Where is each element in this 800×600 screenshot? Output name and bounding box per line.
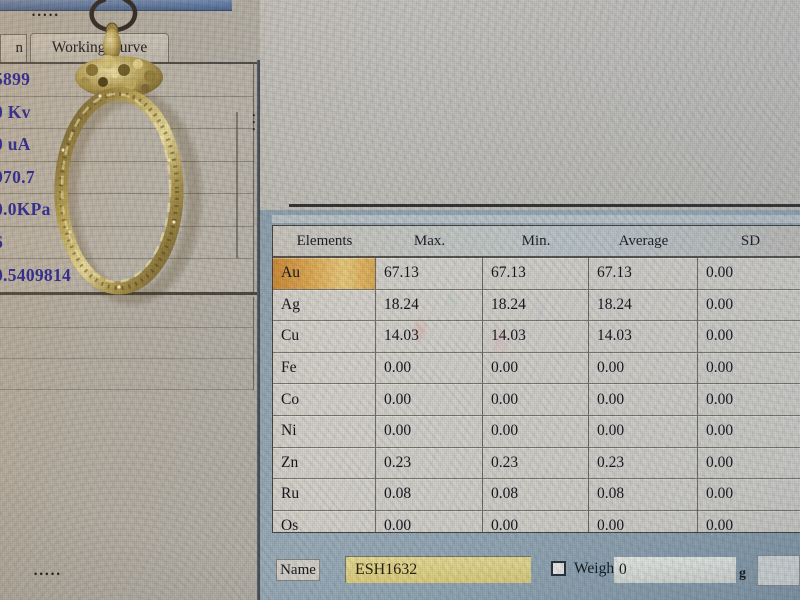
max-cell: 14.03 (376, 321, 483, 353)
sd-cell: 0.00 (698, 511, 800, 532)
weight-unit-label: g (739, 566, 746, 581)
min-cell: 18.24 (483, 289, 589, 322)
min-cell: 0.00 (483, 384, 589, 416)
table-row-fe[interactable]: Fe 0.00 0.00 0.00 0.00 (273, 352, 800, 385)
avg-cell: 0.00 (589, 352, 698, 385)
max-cell: 0.08 (376, 479, 483, 511)
vertical-divider (257, 60, 260, 600)
header-average: Average (618, 232, 669, 249)
header-elements: Elements (296, 232, 353, 249)
sd-cell: 0.00 (698, 448, 800, 480)
table-top-strip (272, 215, 800, 223)
table-row-zn[interactable]: Zn 0.23 0.23 0.23 0.00 (273, 447, 800, 480)
readout-value: 0.5409814 (0, 264, 72, 285)
elements-table: Elements Max. Min. Average SD Au 67.13 6… (272, 225, 800, 533)
spectrum-display-area (260, 0, 800, 210)
element-cell: Cu (273, 321, 376, 353)
scrollbar-track[interactable] (236, 112, 238, 258)
table-row-ru[interactable]: Ru 0.08 0.08 0.08 0.00 (273, 479, 800, 511)
empty-list-panel (0, 297, 254, 390)
min-cell: 0.00 (483, 415, 589, 448)
splitter-handle-mid[interactable]: ••••• (112, 284, 141, 294)
readout-value: 5899 (0, 69, 31, 90)
min-cell: 0.00 (483, 510, 589, 532)
sd-cell: 0.00 (698, 290, 800, 322)
empty-row (0, 328, 253, 359)
readout-value: 970.7 (0, 166, 35, 187)
sd-cell: 0.00 (698, 321, 800, 353)
min-cell: 0.00 (483, 352, 589, 385)
max-cell: 18.24 (376, 289, 483, 322)
readout-value: 0 Kv (0, 101, 31, 122)
min-cell: 0.08 (483, 479, 589, 511)
table-row-au[interactable]: Au 67.13 67.13 67.13 0.00 (273, 258, 800, 290)
status-readout-panel: 5899 0 Kv 0 uA 970.7 0.0KPa 6 0.5409814 (0, 64, 254, 292)
header-max: Max. (413, 232, 446, 249)
readout-row: 0.5409814 (0, 259, 253, 292)
weight-input[interactable]: 0 (614, 557, 736, 583)
tab-partial[interactable]: n (0, 34, 27, 62)
empty-row (0, 297, 253, 328)
element-cell: Au (273, 258, 376, 290)
weight-unit-field[interactable] (757, 555, 800, 586)
element-cell: Ni (273, 415, 376, 448)
tab-working-curve[interactable]: Working Curve (30, 33, 169, 62)
min-cell: 14.03 (483, 321, 589, 353)
table-row-ni[interactable]: Ni 0.00 0.00 0.00 0.00 (273, 415, 800, 448)
max-cell: 0.00 (376, 352, 483, 385)
element-cell: Ru (273, 479, 376, 511)
sd-cell: 0.00 (698, 416, 800, 448)
sample-name-input[interactable]: ESH1632 (345, 556, 531, 583)
readout-row: 6 (0, 227, 253, 259)
avg-cell: 14.03 (589, 321, 698, 353)
readout-value: 0 uA (0, 134, 31, 155)
header-min: Min. (521, 232, 551, 249)
splitter-handle-bottom[interactable]: ••••• (34, 569, 63, 579)
header-sd: SD (740, 232, 761, 249)
avg-cell: 0.00 (589, 384, 698, 416)
element-cell: Ag (273, 289, 376, 322)
sd-cell: 0.00 (698, 353, 800, 385)
weight-label: Weight (574, 560, 619, 577)
sd-cell: 0.00 (698, 479, 800, 511)
min-cell: 0.23 (483, 447, 589, 480)
max-cell: 0.23 (376, 447, 483, 480)
spectrum-baseline (289, 204, 800, 207)
name-label: Name (276, 559, 320, 581)
readout-row: 0 uA (0, 129, 253, 162)
readout-value: 6 (0, 232, 3, 253)
max-cell: 0.00 (376, 415, 483, 448)
table-row-ag[interactable]: Ag 18.24 18.24 18.24 0.00 (273, 289, 800, 322)
readout-row: 970.7 (0, 162, 253, 194)
avg-cell: 67.13 (589, 258, 698, 290)
min-cell: 67.13 (483, 258, 589, 290)
avg-cell: 0.00 (589, 510, 698, 532)
element-cell: Zn (273, 447, 376, 480)
sd-cell: 0.00 (698, 384, 800, 416)
element-cell: Os (273, 510, 376, 532)
max-cell: 0.00 (376, 510, 483, 532)
readout-row: 5899 (0, 64, 253, 97)
vertical-splitter-handle[interactable]: ••• (252, 111, 258, 134)
table-row-cu[interactable]: Cu 14.03 14.03 14.03 0.00 (273, 321, 800, 353)
max-cell: 67.13 (376, 258, 483, 290)
table-row-co[interactable]: Co 0.00 0.00 0.00 0.00 (273, 384, 800, 416)
sd-cell: 0.00 (698, 258, 800, 290)
readout-value: 0.0KPa (0, 199, 51, 220)
avg-cell: 0.23 (589, 447, 698, 480)
element-cell: Fe (273, 352, 376, 385)
avg-cell: 18.24 (589, 289, 698, 322)
max-cell: 0.00 (376, 384, 483, 416)
avg-cell: 0.00 (589, 415, 698, 448)
empty-row (0, 359, 253, 390)
splitter-handle-top[interactable]: ••••• (32, 10, 61, 20)
element-cell: Co (273, 384, 376, 416)
readout-row: 0.0KPa (0, 194, 253, 227)
table-row-os[interactable]: Os 0.00 0.00 0.00 0.00 (273, 510, 800, 532)
table-header-row: Elements Max. Min. Average SD (273, 226, 800, 258)
weight-checkbox[interactable] (551, 561, 566, 576)
readout-row: 0 Kv (0, 97, 253, 129)
avg-cell: 0.08 (589, 479, 698, 511)
